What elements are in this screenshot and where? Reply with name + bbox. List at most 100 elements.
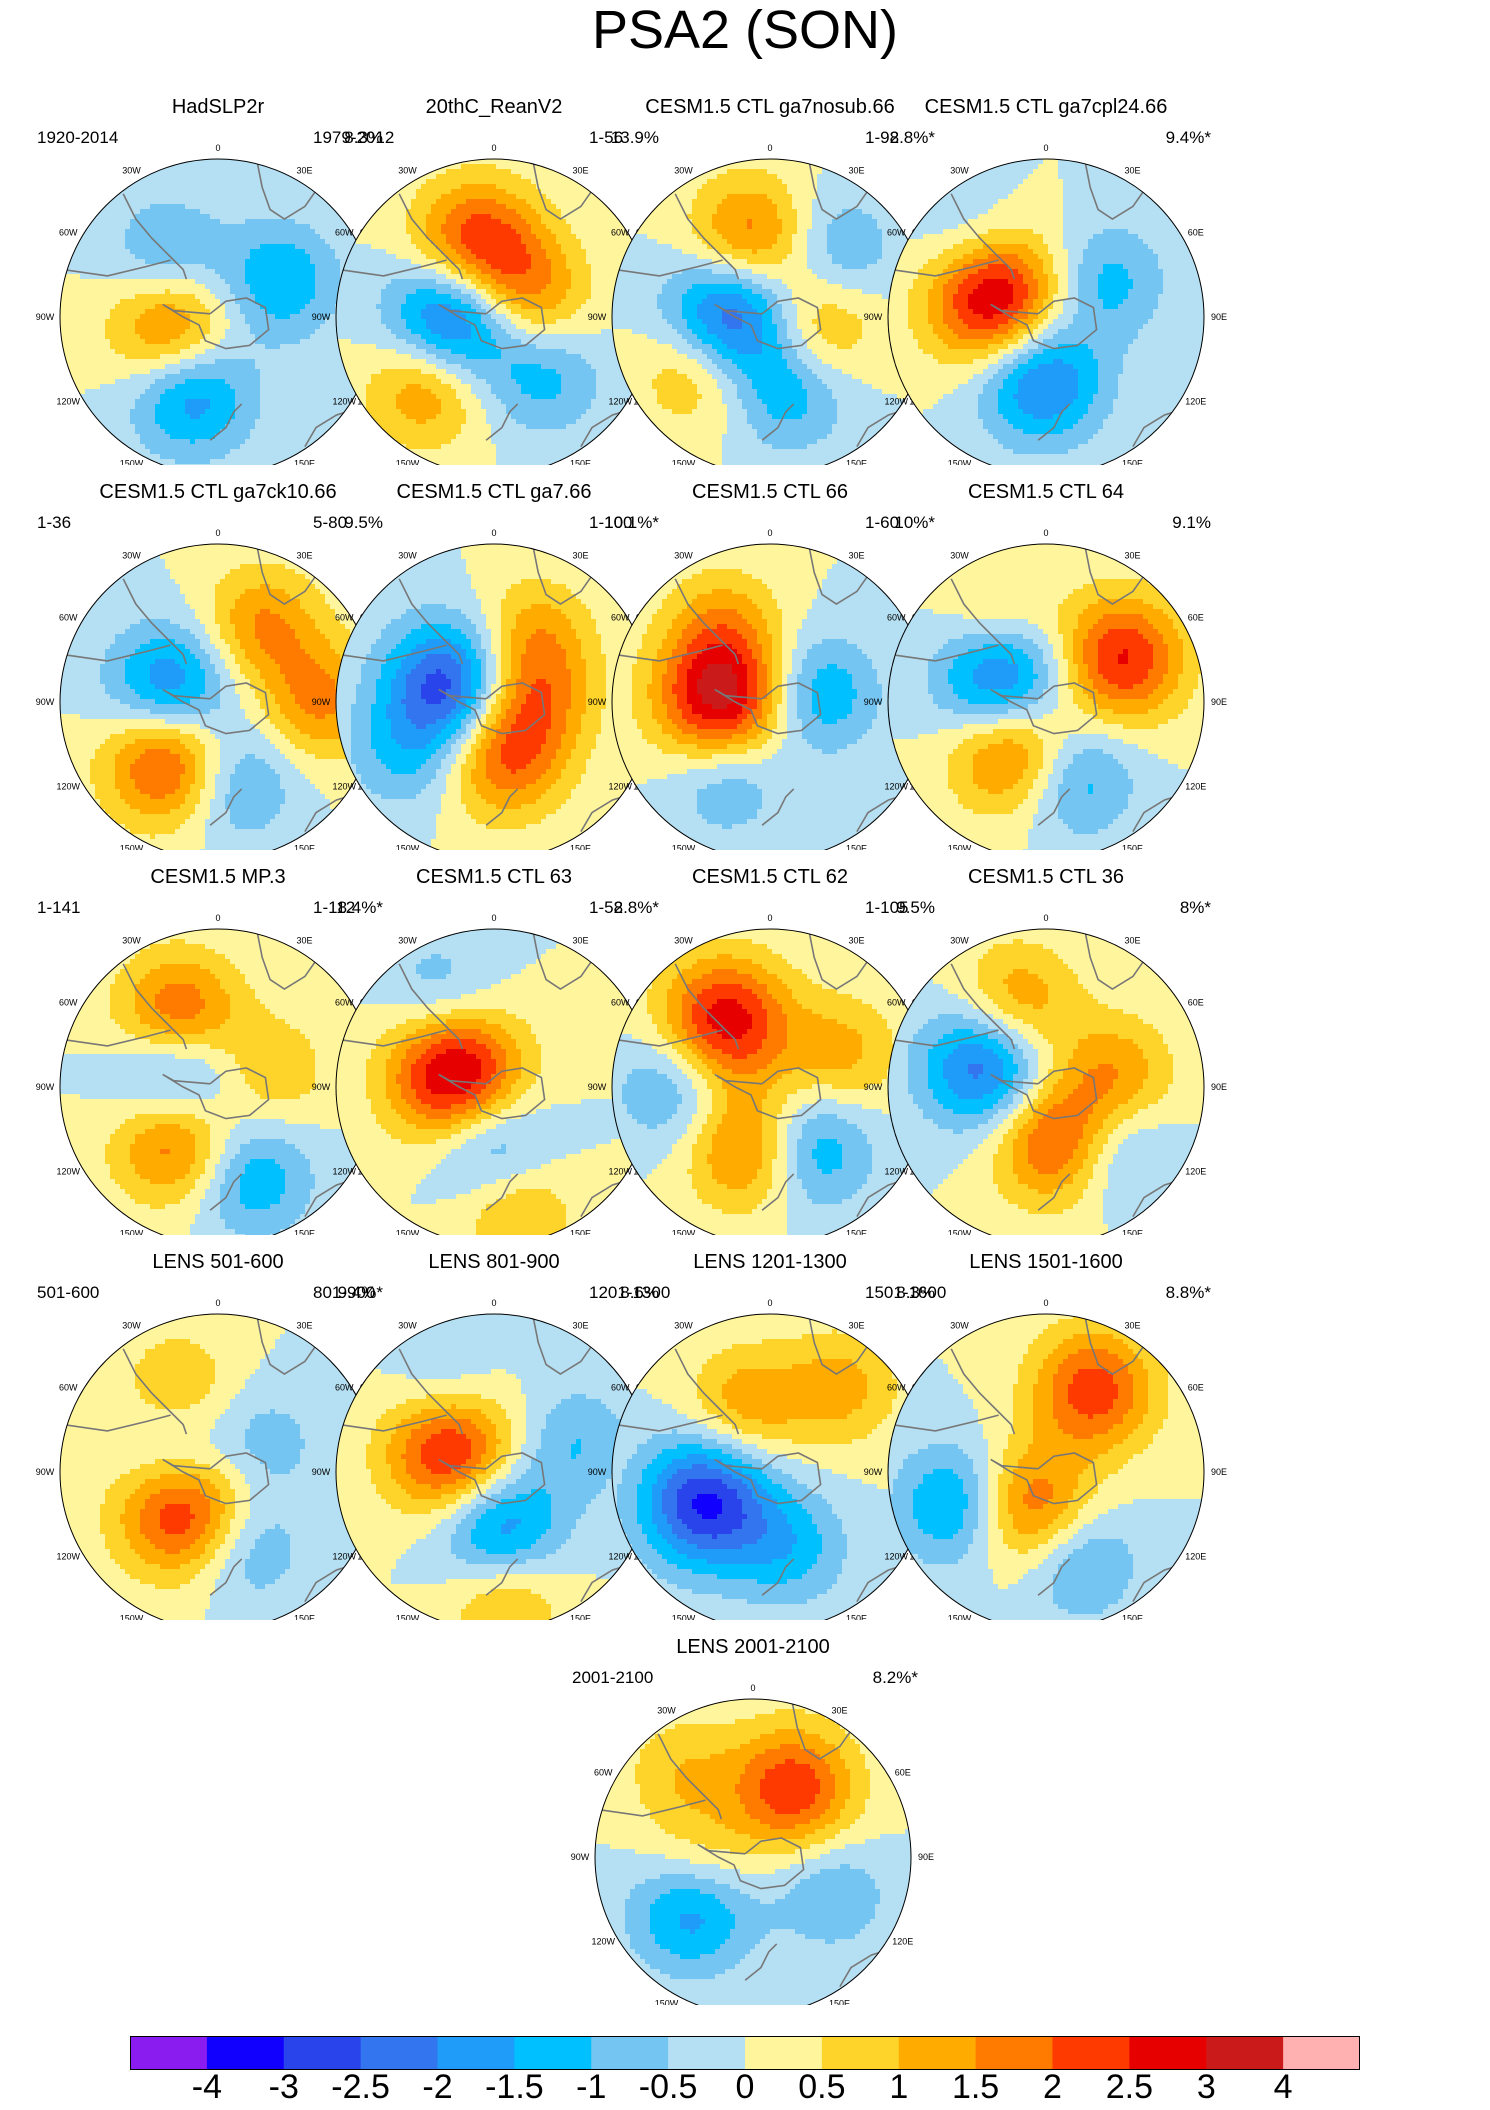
field-cell [606,259,612,265]
field-cell [481,249,487,255]
field-cell [591,254,597,260]
field-cell [130,404,136,410]
field-cell [130,414,136,420]
field-cell [491,194,497,200]
field-cell [325,224,331,230]
field-cell [280,439,286,445]
field-cell [511,259,517,265]
field-cell [230,354,236,360]
field-cell [230,209,236,215]
map-panel: 030E60E90E120E150E180150W120W90W60W30W20… [309,95,679,465]
field-cell [566,239,572,245]
field-cell [401,244,407,250]
field-cell [170,299,176,305]
field-cell [516,224,522,230]
field-cell [165,214,171,220]
field-cell [175,304,181,310]
field-cell [85,399,91,405]
field-cell [210,204,216,210]
field-cell [431,164,437,170]
field-cell [305,429,311,435]
field-cell [130,234,136,240]
field-cell [471,244,477,250]
field-cell [426,204,432,210]
field-cell [230,179,236,185]
field-cell [325,259,331,265]
field-cell [501,164,507,170]
field-cell [270,349,276,355]
field-cell [290,419,296,425]
field-cell [250,404,256,410]
field-cell [315,329,321,335]
field-cell [481,174,487,180]
field-cell [471,214,477,220]
field-cell [516,209,522,215]
field-cell [601,254,607,260]
field-cell [346,259,352,265]
field-cell [421,304,427,310]
field-cell [366,289,372,295]
field-cell [190,329,196,335]
field-cell [160,244,166,250]
field-cell [140,354,146,360]
field-cell [401,234,407,240]
field-cell [75,264,81,270]
field-cell [110,219,116,225]
field-cell [546,179,552,185]
field-cell [436,174,442,180]
field-cell [456,224,462,230]
field-cell [586,219,592,225]
field-cell [576,279,582,285]
field-cell [165,429,171,435]
field-cell [315,379,321,385]
field-cell [561,204,567,210]
field-cell [80,329,86,335]
field-cell [260,379,266,385]
field-cell [210,314,216,320]
field-cell [100,324,106,330]
field-cell [245,444,251,450]
field-cell [230,329,236,335]
field-cell [601,304,607,310]
field-cell [120,334,126,340]
field-cell [240,349,246,355]
field-cell [210,254,216,260]
field-cell [185,304,191,310]
field-cell [471,219,477,225]
field-cell [280,174,286,180]
field-cell [366,209,372,215]
field-cell [160,199,166,205]
field-cell [401,284,407,290]
field-cell [421,199,427,205]
field-cell [401,259,407,265]
field-cell [571,179,577,185]
field-cell [105,274,111,280]
field-cell [205,199,211,205]
field-cell [75,334,81,340]
field-cell [135,314,141,320]
field-cell [215,219,221,225]
field-cell [280,464,286,465]
field-cell [501,234,507,240]
field-cell [185,279,191,285]
field-cell [255,319,261,325]
field-cell [230,304,236,310]
field-cell [421,294,427,300]
field-cell [200,404,206,410]
field-cell [120,339,126,345]
field-cell [120,294,126,300]
field-cell [310,349,316,355]
field-cell [606,264,612,270]
field-cell [215,409,221,415]
field-cell [105,374,111,380]
field-cell [270,439,276,445]
field-cell [205,404,211,410]
field-cell [305,354,311,360]
field-cell [290,214,296,220]
field-cell [581,304,587,310]
field-cell [245,174,251,180]
field-cell [501,249,507,255]
field-cell [255,249,261,255]
field-cell [421,259,427,265]
field-cell [501,254,507,260]
